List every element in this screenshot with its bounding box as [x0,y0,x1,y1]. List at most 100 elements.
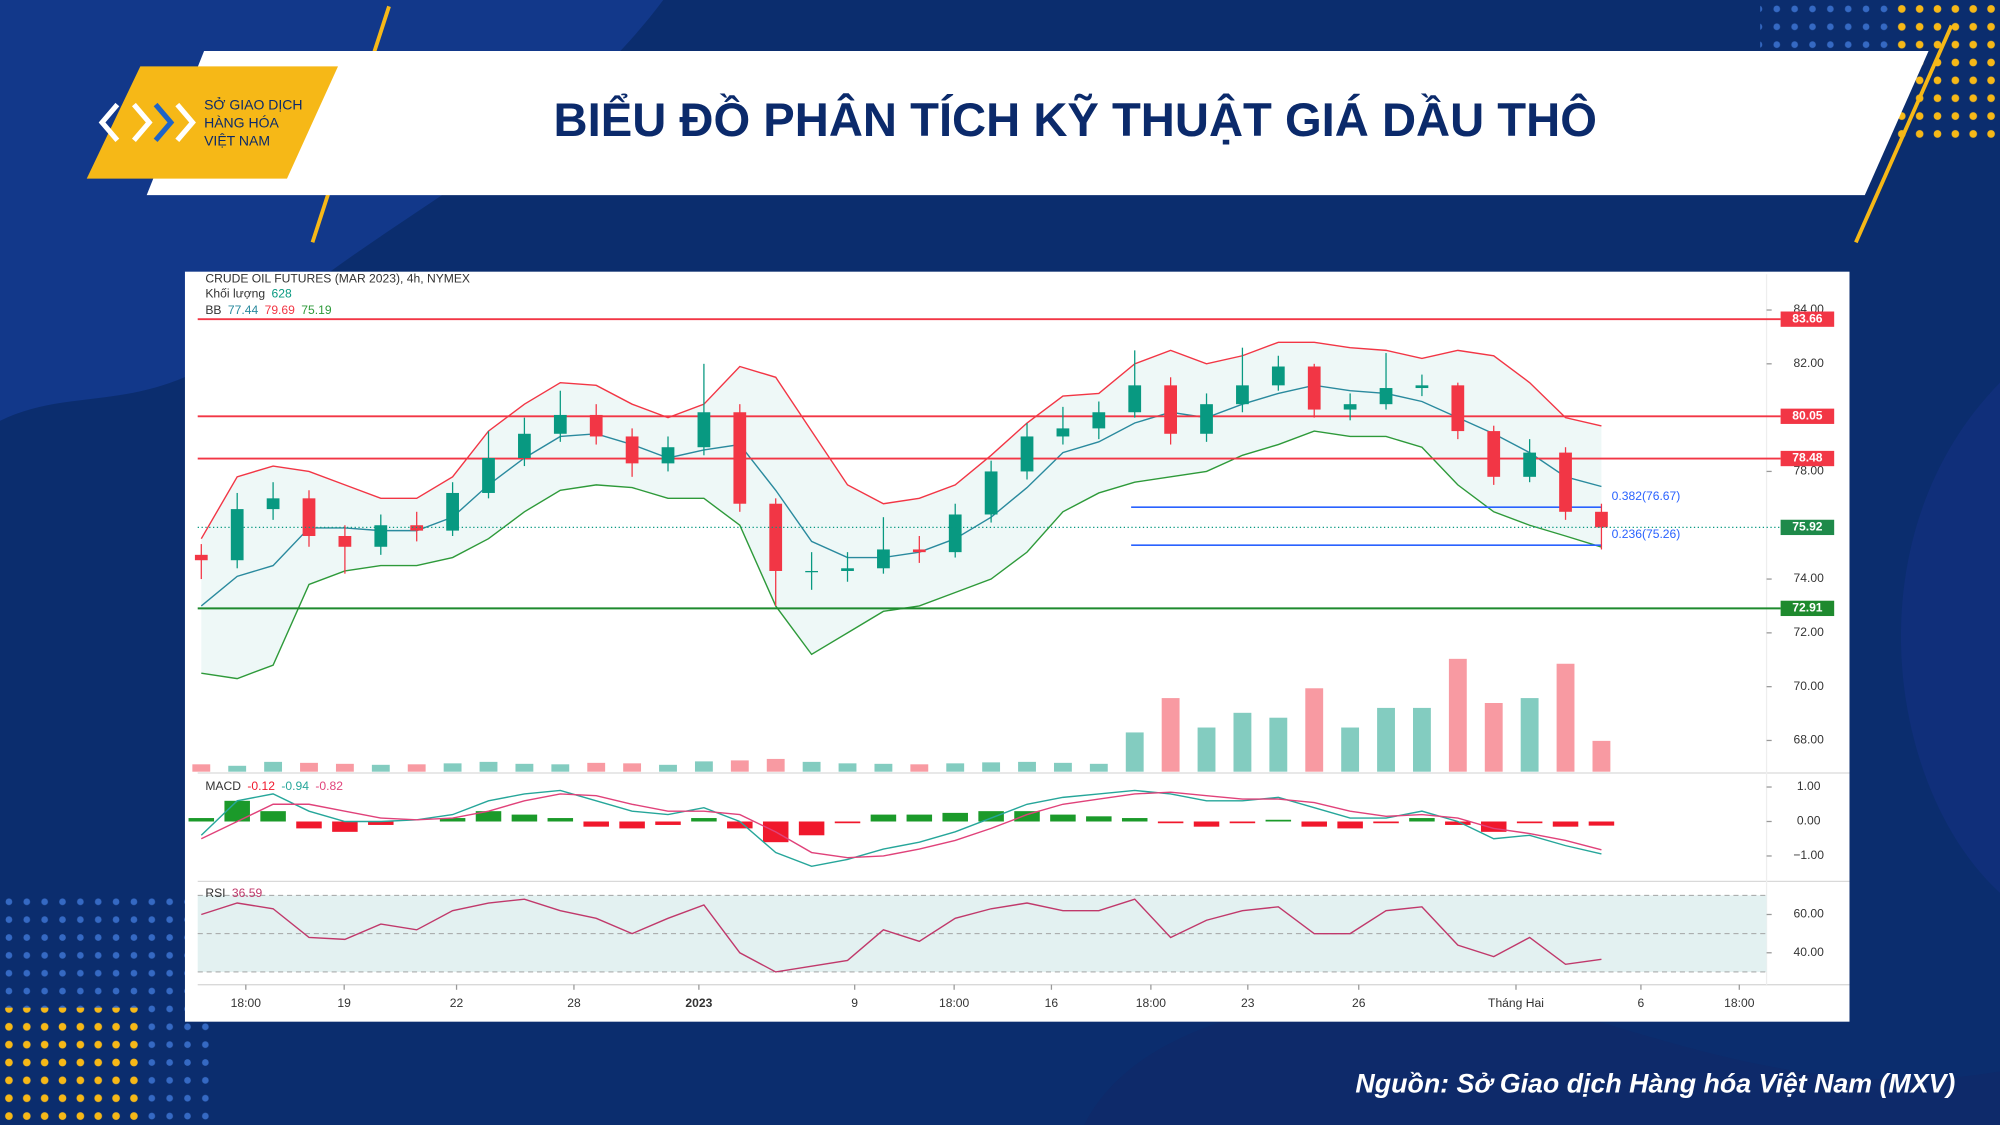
candle-body [482,457,495,493]
legend-item: MACD [205,779,241,793]
macd-histogram [475,811,502,822]
candle-body [1487,431,1501,477]
x-tick-label: 18:00 [1136,996,1167,1010]
candle-body [230,509,244,561]
macd-histogram [439,818,466,822]
candle-body [194,554,208,561]
last-price-tag [1780,519,1835,536]
volume-bar [551,764,570,772]
volume-bar [1484,703,1503,772]
candle-body [1164,385,1178,434]
legend-item: CRUDE OIL FUTURES (MAR 2023), 4h, NYMEX [205,272,470,286]
legend-item: 628 [272,287,292,301]
macd-line [200,789,1602,868]
legend-item: -0.94 [281,779,309,793]
logo-chevron [175,102,196,142]
y-tick-label: 74.00 [1794,571,1825,585]
y-tick-label: 72.00 [1794,625,1825,639]
y-tick-label: 70.00 [1794,679,1825,693]
title-banner [146,51,1929,196]
candle-body [1200,404,1213,434]
volume-bar [802,761,821,772]
macd-histogram [1086,816,1112,822]
macd-histogram [1409,818,1435,822]
candle-body [1271,366,1285,386]
legend-item: 77.44 [228,303,259,317]
macd-histogram [870,814,897,822]
macd-histogram [1121,818,1148,822]
macd-histogram [834,821,861,824]
level-tag [1780,600,1835,617]
volume-bar [1269,717,1288,772]
macd-histogram [1014,811,1040,822]
y-tick-label: 78.00 [1794,464,1825,478]
y-tick-label: 82.00 [1794,356,1825,370]
macd-histogram [978,811,1004,822]
legend-item: BB [205,303,221,317]
volume-bar [515,763,534,772]
macd-histogram [1157,821,1184,824]
macd-histogram [727,821,753,829]
macd-histogram [1265,819,1292,822]
volume-bar [479,761,498,772]
volume-bar [1125,732,1144,772]
macd-histogram [547,818,574,822]
volume-bar [587,762,606,772]
macd-histogram [583,821,609,827]
candle-body [1559,452,1572,512]
level-tag [1780,450,1835,467]
volume-bar [1448,658,1467,772]
candle-body [518,433,531,458]
x-tick-label: 18:00 [231,996,262,1010]
macd-histogram [655,821,681,825]
volume-bar [335,763,354,772]
candle-body [1128,385,1142,413]
volume-bar [1197,727,1216,772]
x-tick-label: 9 [851,996,858,1010]
legend: MACD -0.12 -0.94 -0.82 [205,779,343,793]
volume-bar [730,760,749,772]
volume-bar [1053,762,1072,772]
candle-body [697,412,711,448]
volume-bar [1520,698,1539,772]
volume-bar [1018,761,1036,772]
candle-body [1020,436,1034,472]
x-tick-label: 18:00 [1724,996,1755,1010]
bg-shape [1900,382,2000,893]
volume-bar [623,763,642,772]
legend-item: 75.19 [301,303,332,317]
candle-body [374,525,388,547]
volume-bar [228,765,247,772]
volume-bar [1305,688,1324,772]
last-price-label: 75.92 [1792,520,1823,534]
macd-histogram [1337,821,1363,829]
x-tick-label: 16 [1045,996,1059,1010]
macd-histogram [1373,821,1399,824]
y-tick-label: 68.00 [1794,733,1825,747]
volume-bar [1161,698,1180,772]
logo-chevron [98,102,120,142]
volume-bar [300,762,318,772]
candle-body [1379,388,1393,405]
level-tag [1780,408,1835,424]
candle-body [1236,385,1249,405]
volume-bar [838,763,857,772]
candle-body [553,414,567,434]
macd-tick-label: 0.00 [1797,814,1821,828]
legend: CRUDE OIL FUTURES (MAR 2023), 4h, NYMEX [205,272,470,286]
legend-item: -0.82 [315,779,343,793]
source-note: Nguồn: Sở Giao dịch Hàng hóa Việt Nam (M… [1355,1069,1955,1099]
candle-body [912,549,926,553]
macd-histogram [1588,821,1615,826]
volume-bar [1413,707,1431,772]
legend: RSI 36.59 [205,886,262,900]
macd-histogram [1229,821,1256,824]
candle-body [948,514,962,553]
macd-histogram [368,821,394,825]
candle-body [841,568,854,571]
candle-body [1451,385,1465,432]
rsi-tick-label: 60.00 [1794,907,1825,921]
volume-bar [407,764,426,772]
macd-histogram [906,814,933,822]
candle-body [1415,385,1429,389]
